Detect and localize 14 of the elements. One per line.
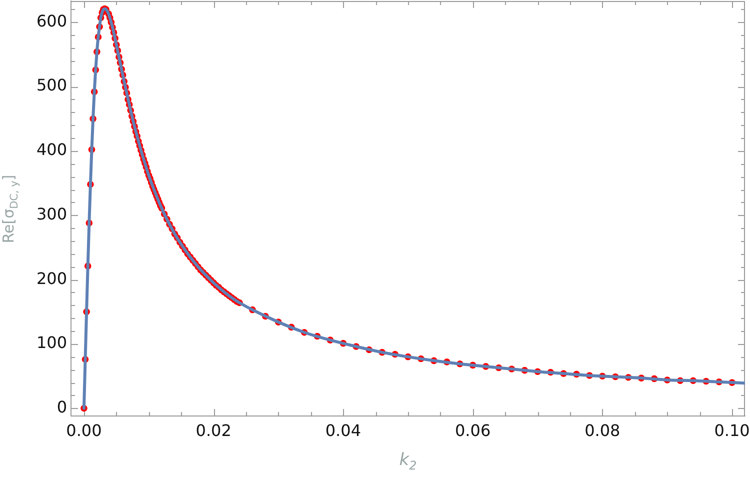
y-tick-label: 600 [36,11,67,30]
y-tick-label: 200 [36,268,67,288]
x-axis-title: k$_{2}$ [399,450,417,472]
y-tick-label: 100 [36,333,67,352]
y-tick-label: 0 [56,397,67,416]
y-tick-label: 500 [36,76,67,95]
x-tick-label: 0.06 [454,420,491,440]
x-tick-label: 0.02 [196,420,232,440]
x-tick-label: 0.08 [584,420,620,440]
x-tick-label: 0.00 [66,420,102,440]
y-tick-label: 400 [36,140,67,160]
x-tick-label: 0.10 [714,420,750,440]
x-tick-label: 0.04 [325,420,362,440]
y-tick-label: 300 [36,204,67,224]
